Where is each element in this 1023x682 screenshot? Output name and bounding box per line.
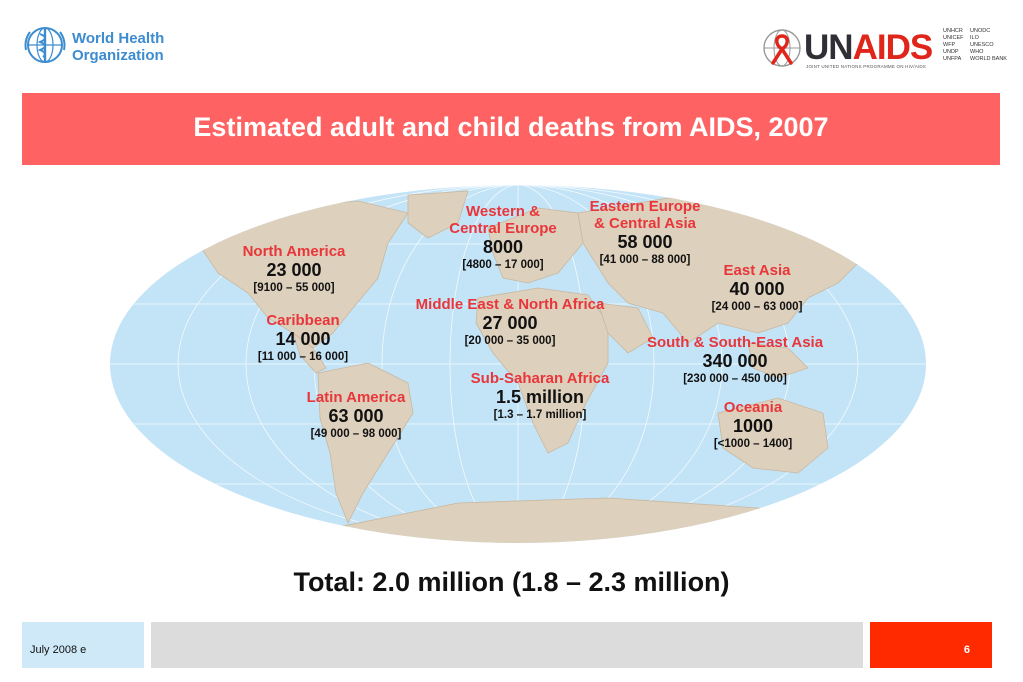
land-arabia	[597, 302, 654, 354]
region-name: South & South-East Asia	[646, 334, 824, 351]
region-north-america: North America 23 000 [9100 – 55 000]	[243, 243, 346, 295]
region-value: 58 000	[617, 232, 673, 252]
unaids-wordmark-aids: AIDS	[852, 28, 934, 67]
world-map	[110, 185, 926, 543]
who-name-line2: Organization	[72, 47, 164, 64]
region-east-asia: East Asia 40 000 [24 000 – 63 000]	[712, 262, 803, 314]
region-name-line2: Central Europe	[449, 220, 557, 237]
land-greenland	[407, 190, 469, 239]
land-africa	[475, 287, 609, 454]
region-range: [49 000 – 98 000]	[310, 428, 402, 440]
region-range: [24 000 – 63 000]	[711, 301, 803, 313]
region-range: [<1000 – 1400]	[713, 438, 793, 450]
region-middle-east-north-africa: Middle East & North Africa 27 000 [20 00…	[416, 296, 605, 348]
land-central-america	[292, 331, 327, 374]
land-southeast-asia	[747, 342, 809, 379]
region-range: [1.3 – 1.7 million]	[493, 409, 587, 421]
unaids-wordmark-un: UN	[804, 28, 854, 67]
unaids-tagline: JOINT UNITED NATIONS PROGRAMME ON HIV/AI…	[806, 64, 926, 69]
region-range: [11 000 – 16 000]	[257, 351, 349, 363]
land-south-america	[317, 362, 414, 524]
region-name-line1: Eastern Europe	[589, 198, 701, 215]
region-name: Latin America	[306, 389, 406, 406]
region-value: 1000	[732, 416, 774, 436]
region-value: 340 000	[702, 351, 768, 371]
land-north-america	[197, 200, 409, 349]
region-name: Oceania	[723, 399, 783, 416]
slide-title: Estimated adult and child deaths from AI…	[193, 112, 829, 142]
region-range: [20 000 – 35 000]	[464, 335, 556, 347]
region-range: [9100 – 55 000]	[253, 282, 335, 294]
region-range: [41 000 – 88 000]	[599, 254, 691, 266]
region-range: [4800 – 17 000]	[462, 259, 544, 271]
region-value: 63 000	[328, 406, 384, 426]
page-number: 6	[963, 644, 970, 656]
red-ribbon-icon	[763, 29, 801, 67]
region-oceania: Oceania 1000 [<1000 – 1400]	[714, 399, 792, 451]
region-name: East Asia	[723, 262, 791, 279]
region-name: North America	[242, 243, 346, 260]
region-range: [230 000 – 450 000]	[683, 373, 787, 385]
total-deaths: Total: 2.0 million (1.8 – 2.3 million)	[293, 567, 730, 597]
region-western-central-europe: Western & Central Europe 8000 [4800 – 17…	[449, 203, 557, 272]
region-latin-america: Latin America 63 000 [49 000 – 98 000]	[307, 389, 406, 441]
region-value: 23 000	[266, 260, 322, 280]
region-name-line2: & Central Asia	[594, 215, 696, 232]
cosponsors-col1: UNHCR UNICEF WFP UNDP UNFPA	[943, 28, 964, 62]
region-eastern-europe-central-asia: Eastern Europe & Central Asia 58 000 [41…	[590, 198, 701, 267]
who-logo: World Health Organization	[22, 22, 172, 70]
unaids-logo: UNAIDS JOINT UNITED NATIONS PROGRAMME ON…	[760, 26, 1015, 76]
region-value: 14 000	[275, 329, 331, 349]
region-value: 40 000	[729, 279, 785, 299]
footer-bar	[151, 622, 863, 668]
region-name: Sub-Saharan Africa	[470, 370, 610, 387]
region-sub-saharan-africa: Sub-Saharan Africa 1.5 million [1.3 – 1.…	[471, 370, 610, 422]
region-value: 27 000	[482, 313, 538, 333]
footer-date: July 2008 e	[30, 644, 87, 656]
who-emblem-icon	[24, 27, 66, 63]
land-australia	[717, 397, 829, 474]
region-name: Middle East & North Africa	[415, 296, 605, 313]
region-south-southeast-asia: South & South-East Asia 340 000 [230 000…	[647, 334, 823, 386]
who-name-line1: World Health	[72, 30, 165, 47]
region-name: Caribbean	[266, 312, 340, 329]
region-value: 8000	[482, 237, 524, 257]
unaids-wordmark: UNAIDS	[804, 28, 934, 68]
region-caribbean: Caribbean 14 000 [11 000 – 16 000]	[258, 312, 348, 364]
footer-page-box: 6	[870, 622, 992, 668]
who-name: World Health Organization	[72, 30, 164, 64]
region-value: 1.5 million	[495, 387, 585, 407]
land-europe	[487, 207, 584, 284]
title-banner: Estimated adult and child deaths from AI…	[22, 93, 1000, 165]
region-name-line1: Western &	[466, 203, 540, 220]
cosponsors-col2: UNODC ILO UNESCO WHO WORLD BANK	[970, 28, 1007, 62]
footer-date-box: July 2008 e	[22, 622, 144, 668]
